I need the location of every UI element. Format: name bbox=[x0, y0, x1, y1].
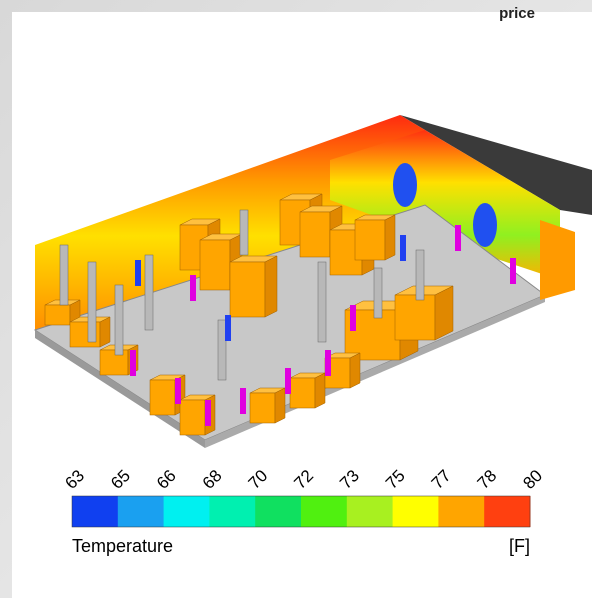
column bbox=[374, 268, 382, 318]
column bbox=[240, 210, 248, 255]
colorbar-segment bbox=[118, 496, 164, 527]
colorbar-segment bbox=[438, 496, 484, 527]
colorbar-segment bbox=[484, 496, 530, 527]
colorbar-segment bbox=[301, 496, 347, 527]
column bbox=[60, 245, 68, 305]
screenshot: 6365666870727375777880 price Temperature… bbox=[0, 0, 592, 598]
unit bbox=[190, 275, 196, 301]
cold-plume bbox=[393, 163, 417, 207]
colorbar-segment bbox=[347, 496, 393, 527]
box-side bbox=[350, 353, 360, 388]
box-front bbox=[250, 393, 275, 423]
unit bbox=[175, 378, 181, 404]
column bbox=[318, 262, 326, 342]
box-front bbox=[355, 220, 385, 260]
box-side bbox=[315, 373, 325, 408]
box-front bbox=[180, 400, 205, 435]
box-side bbox=[275, 388, 285, 423]
brand: price bbox=[499, 5, 535, 22]
colorbar-segment bbox=[255, 496, 301, 527]
box-front bbox=[230, 262, 265, 317]
unit bbox=[285, 368, 291, 394]
column bbox=[416, 250, 424, 300]
column bbox=[88, 262, 96, 342]
colorbar-label: Temperature bbox=[72, 536, 173, 556]
box-front bbox=[300, 212, 330, 257]
box-front bbox=[150, 380, 175, 415]
side-wall bbox=[540, 220, 575, 300]
unit bbox=[205, 400, 211, 426]
unit bbox=[225, 315, 231, 341]
cold-plume bbox=[473, 203, 497, 247]
box-side bbox=[265, 256, 277, 317]
box-side bbox=[100, 317, 110, 347]
box-front bbox=[100, 350, 128, 375]
column bbox=[115, 285, 123, 355]
box-front bbox=[200, 240, 230, 290]
unit bbox=[455, 225, 461, 251]
unit bbox=[400, 235, 406, 261]
box-front bbox=[290, 378, 315, 408]
box-side bbox=[435, 286, 453, 340]
unit bbox=[240, 388, 246, 414]
colorbar-segment bbox=[209, 496, 255, 527]
colorbar-unit: [F] bbox=[509, 536, 530, 556]
unit bbox=[325, 350, 331, 376]
unit bbox=[510, 258, 516, 284]
scene: 6365666870727375777880 price Temperature… bbox=[0, 0, 592, 598]
unit bbox=[130, 350, 136, 376]
column bbox=[218, 320, 226, 380]
colorbar-segment bbox=[393, 496, 439, 527]
box-front bbox=[45, 305, 70, 325]
colorbar-segment bbox=[164, 496, 210, 527]
colorbar-segment bbox=[72, 496, 118, 527]
box-front bbox=[395, 295, 435, 340]
column bbox=[145, 255, 153, 330]
box-side bbox=[385, 215, 395, 260]
unit bbox=[135, 260, 141, 286]
unit bbox=[350, 305, 356, 331]
